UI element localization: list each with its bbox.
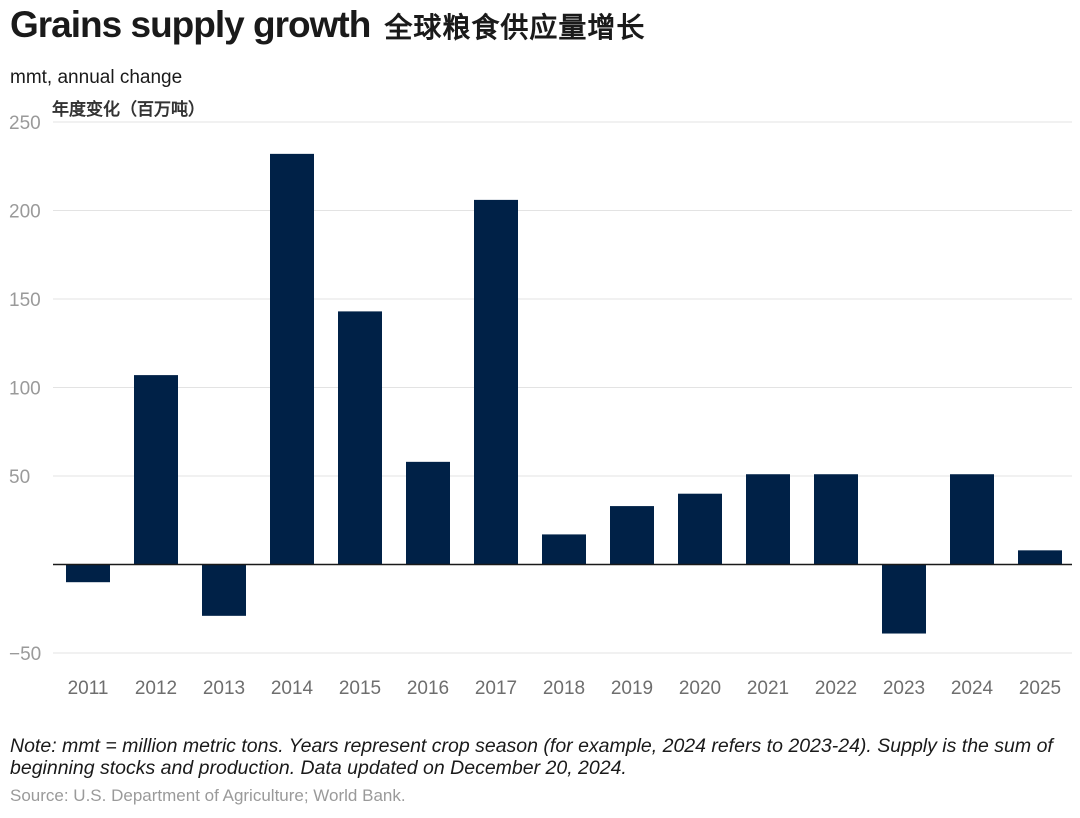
x-tick-label: 2016 [407,678,449,699]
unit-label-chinese: 年度变化（百万吨） [52,100,205,120]
x-tick-label: 2017 [475,678,517,699]
unit-label: mmt, annual change [10,67,183,88]
footnote: Note: mmt = million metric tons. Years r… [10,735,1053,779]
bar-2023 [882,564,926,634]
y-tick-label: 50 [9,467,30,488]
bar-2018 [542,534,586,565]
y-tick-label: 150 [9,290,41,311]
bar-2019 [610,506,654,565]
x-tick-label: 2022 [815,678,857,699]
y-tick-label: 200 [9,202,41,223]
x-tick-label: 2025 [1019,678,1061,699]
bar-2017 [474,199,518,565]
bar-2021 [746,474,790,565]
x-tick-label: 2024 [951,678,994,699]
x-tick-label: 2014 [271,678,314,699]
y-tick-label: 100 [9,379,41,400]
bar-2024 [950,474,994,565]
bar-2020 [678,493,722,565]
y-tick-label: 250 [9,113,41,134]
bar-chart: 250 200 150 100 50 −50 2011 2012 2013 2014 2015 201… [9,113,1072,699]
source-line: Source: U.S. Department of Agriculture; … [10,786,406,805]
bar-2025 [1018,550,1062,565]
gridlines [53,121,1072,654]
x-tick-label: 2012 [135,678,177,699]
axes: 250 200 150 100 50 −50 2011 2012 2013 2014 2015 201… [9,113,1072,699]
x-tick-label: 2011 [68,678,109,699]
bar-2022 [814,474,858,565]
x-tick-label: 2021 [747,678,789,699]
bar-2016 [406,461,450,565]
x-tick-label: 2019 [611,678,653,699]
x-tick-label: 2023 [883,678,925,699]
chart-title-english: Grains supply growth [10,4,371,45]
bar-2012 [134,375,178,565]
y-tick-label: −50 [9,644,41,665]
x-tick-label: 2020 [679,678,721,699]
x-tick-label: 2013 [203,678,245,699]
x-tick-label: 2018 [543,678,585,699]
x-tick-label: 2015 [339,678,381,699]
bar-2013 [202,564,246,616]
bar-2011 [66,564,110,583]
bars [66,153,1062,634]
bar-2014 [270,153,314,565]
chart-title-chinese: 全球粮食供应量增长 [384,11,646,44]
bar-2015 [338,311,382,565]
chart-title: Grains supply growth 全球粮食供应量增长 [10,4,645,46]
